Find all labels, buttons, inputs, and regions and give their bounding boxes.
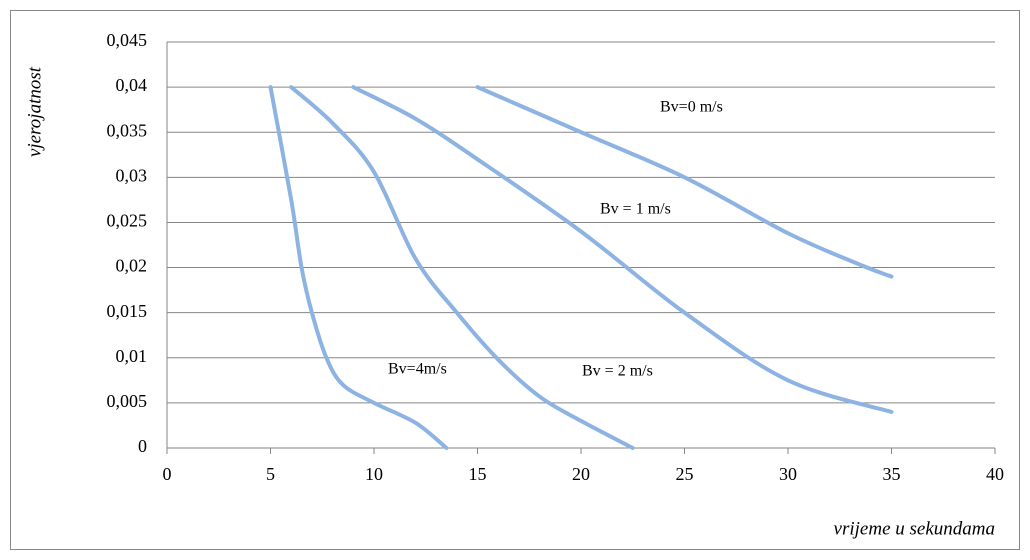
x-tick-label: 20: [572, 464, 590, 484]
series-line: [289, 85, 635, 450]
series-line: [351, 85, 894, 414]
x-tick-label: 0: [163, 464, 172, 484]
x-tick-label: 25: [676, 464, 694, 484]
x-tick-label: 35: [883, 464, 901, 484]
annotation: Bv=0 m/s: [660, 99, 723, 116]
annotation: Bv = 1 m/s: [600, 201, 671, 218]
x-tick-label: 10: [365, 464, 383, 484]
chart-frame: [10, 10, 1020, 550]
y-tick-label: 0,015: [107, 301, 148, 321]
y-tick-label: 0,045: [107, 30, 148, 50]
y-tick-label: 0,03: [116, 165, 148, 185]
x-tick-label: 15: [469, 464, 487, 484]
series-line: [475, 85, 894, 279]
y-tick-label: 0: [138, 436, 147, 456]
x-tick-label: 40: [986, 464, 1004, 484]
annotation: Bv = 2 m/s: [582, 363, 653, 380]
x-tick-label: 30: [779, 464, 797, 484]
x-tick-label: 5: [266, 464, 275, 484]
y-axis-label: vjerojatnost: [24, 66, 45, 157]
y-tick-label: 0,005: [107, 391, 148, 411]
annotation: Bv=4m/s: [388, 361, 447, 378]
x-axis-label: vrijeme u sekundama: [834, 518, 995, 539]
y-tick-label: 0,035: [107, 120, 148, 140]
y-tick-label: 0,025: [107, 211, 148, 231]
y-tick-label: 0,04: [116, 75, 148, 95]
y-tick-label: 0,01: [116, 346, 148, 366]
series-line: [268, 85, 449, 450]
y-tick-label: 0,02: [116, 256, 148, 276]
